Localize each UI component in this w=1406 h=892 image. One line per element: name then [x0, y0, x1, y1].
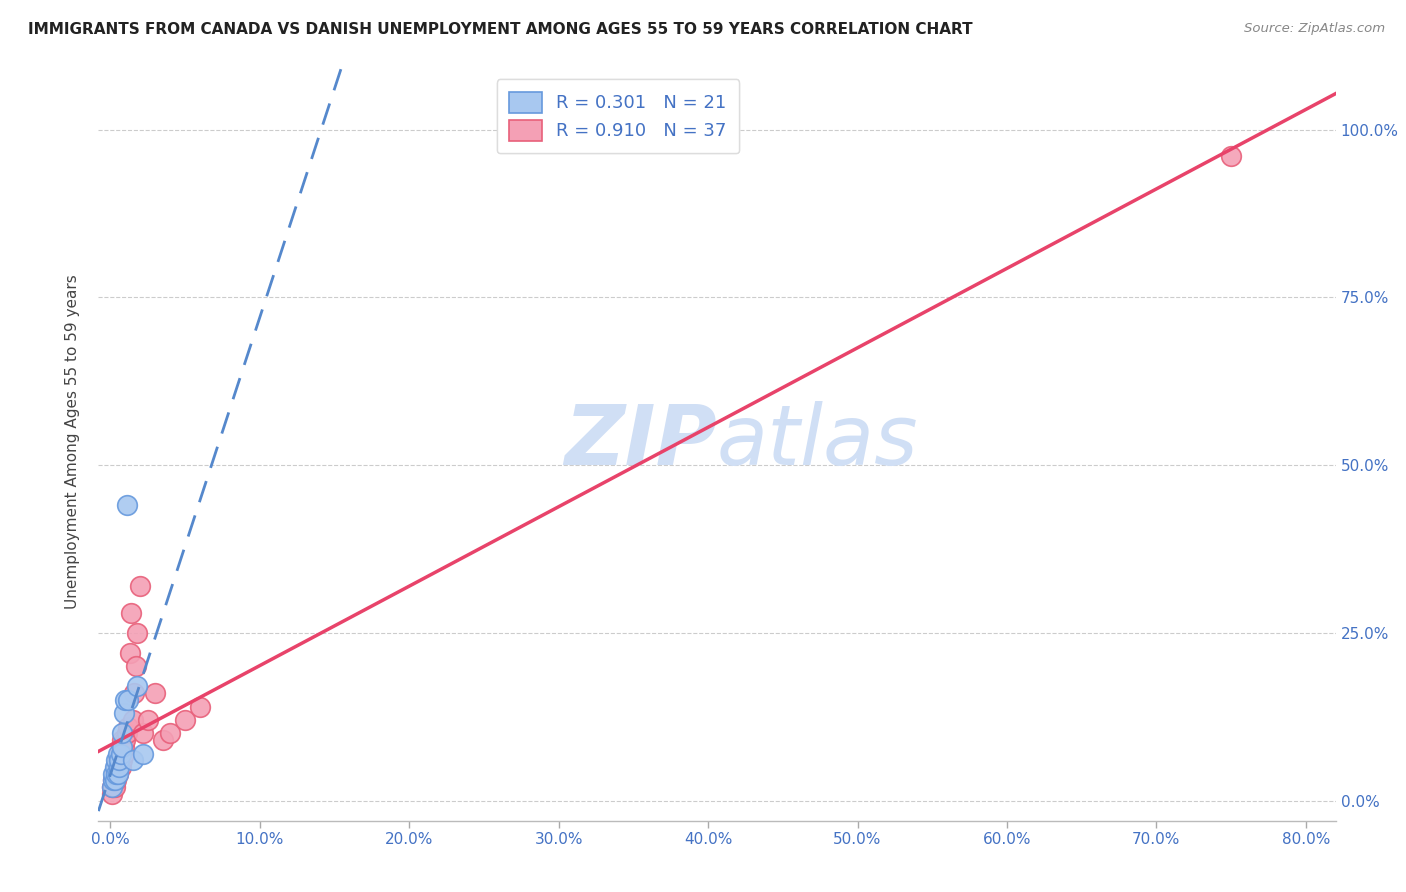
Point — [101, 780, 124, 794]
Point — [127, 680, 149, 694]
Point — [103, 773, 125, 788]
Point — [1220, 149, 1243, 163]
Point — [111, 753, 134, 767]
Point — [115, 498, 138, 512]
Point — [114, 733, 136, 747]
Point — [105, 773, 128, 788]
Point — [108, 760, 131, 774]
Point — [114, 693, 136, 707]
Point — [143, 686, 166, 700]
Point — [174, 713, 197, 727]
Point — [108, 747, 131, 761]
Point — [103, 766, 125, 780]
Point — [105, 760, 128, 774]
Point — [125, 659, 148, 673]
Point — [104, 780, 127, 794]
Point — [101, 787, 124, 801]
Point — [105, 766, 128, 780]
Point — [132, 726, 155, 740]
Point — [110, 760, 132, 774]
Point — [107, 747, 129, 761]
Point — [127, 625, 149, 640]
Point — [121, 713, 143, 727]
Point — [104, 760, 127, 774]
Text: ZIP: ZIP — [564, 401, 717, 482]
Point — [159, 726, 181, 740]
Point — [110, 739, 132, 754]
Point — [117, 720, 139, 734]
Point — [107, 753, 129, 767]
Point — [120, 606, 142, 620]
Point — [104, 766, 127, 780]
Point — [112, 747, 135, 761]
Point — [112, 739, 135, 754]
Text: Source: ZipAtlas.com: Source: ZipAtlas.com — [1244, 22, 1385, 36]
Point — [115, 726, 138, 740]
Legend: R = 0.301   N = 21, R = 0.910   N = 37: R = 0.301 N = 21, R = 0.910 N = 37 — [496, 79, 740, 153]
Point — [124, 686, 146, 700]
Y-axis label: Unemployment Among Ages 55 to 59 years: Unemployment Among Ages 55 to 59 years — [65, 274, 80, 609]
Point — [112, 706, 135, 721]
Point — [111, 733, 134, 747]
Point — [103, 773, 125, 788]
Point — [136, 713, 159, 727]
Text: IMMIGRANTS FROM CANADA VS DANISH UNEMPLOYMENT AMONG AGES 55 TO 59 YEARS CORRELAT: IMMIGRANTS FROM CANADA VS DANISH UNEMPLO… — [28, 22, 973, 37]
Point — [108, 753, 131, 767]
Point — [118, 646, 141, 660]
Point — [152, 733, 174, 747]
Point — [101, 780, 124, 794]
Point — [107, 766, 129, 780]
Point — [121, 753, 143, 767]
Point — [110, 747, 132, 761]
Point — [108, 760, 131, 774]
Point — [103, 780, 125, 794]
Point — [107, 766, 129, 780]
Point — [105, 753, 128, 767]
Point — [117, 693, 139, 707]
Point — [129, 579, 152, 593]
Text: atlas: atlas — [717, 401, 918, 482]
Point — [188, 699, 211, 714]
Point — [111, 739, 134, 754]
Point — [132, 747, 155, 761]
Point — [104, 773, 127, 788]
Point — [104, 773, 127, 788]
Point — [111, 726, 134, 740]
